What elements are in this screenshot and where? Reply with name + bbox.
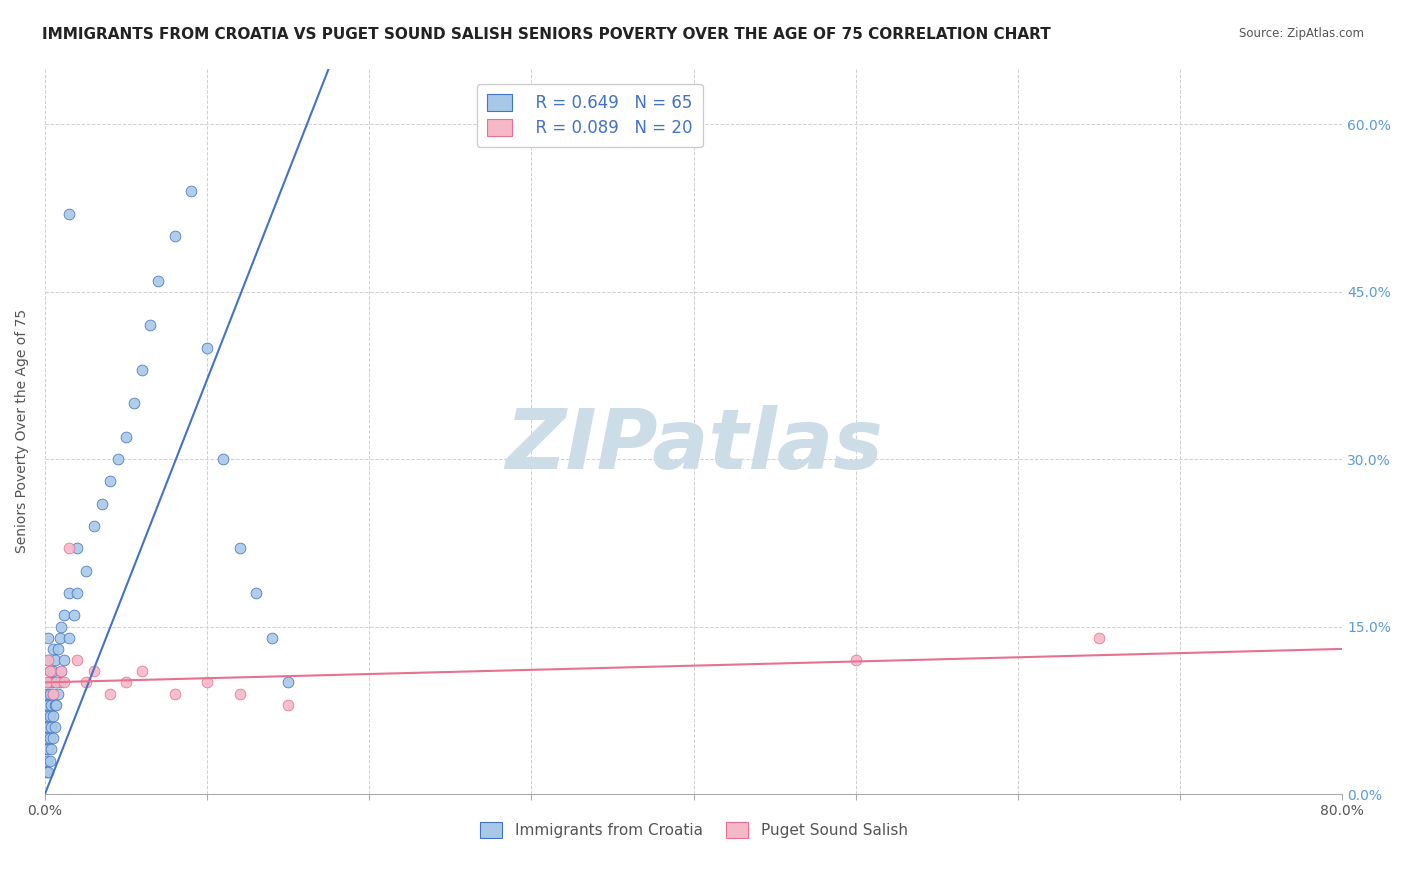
Point bbox=[37, 653, 59, 667]
Point bbox=[58, 631, 80, 645]
Point bbox=[37, 742, 59, 756]
Point bbox=[41, 720, 63, 734]
Point bbox=[139, 318, 162, 333]
Text: ZIPatlas: ZIPatlas bbox=[505, 405, 883, 486]
Point bbox=[75, 675, 97, 690]
Point bbox=[42, 641, 65, 656]
Point bbox=[260, 631, 283, 645]
Point bbox=[53, 653, 76, 667]
Point bbox=[45, 675, 67, 690]
Point bbox=[195, 341, 218, 355]
Y-axis label: Seniors Poverty Over the Age of 75: Seniors Poverty Over the Age of 75 bbox=[15, 310, 30, 553]
Point bbox=[37, 631, 59, 645]
Point bbox=[58, 541, 80, 556]
Point bbox=[38, 731, 60, 746]
Point bbox=[37, 675, 59, 690]
Point bbox=[46, 687, 69, 701]
Point bbox=[42, 731, 65, 746]
Point bbox=[37, 764, 59, 779]
Point bbox=[51, 665, 73, 679]
Text: Source: ZipAtlas.com: Source: ZipAtlas.com bbox=[1239, 27, 1364, 40]
Point bbox=[51, 619, 73, 633]
Point bbox=[98, 475, 121, 489]
Point bbox=[122, 396, 145, 410]
Point bbox=[66, 653, 89, 667]
Point bbox=[66, 541, 89, 556]
Point bbox=[58, 206, 80, 220]
Point bbox=[83, 665, 105, 679]
Point bbox=[115, 430, 138, 444]
Point bbox=[38, 665, 60, 679]
Point bbox=[195, 675, 218, 690]
Point bbox=[45, 698, 67, 712]
Point bbox=[35, 720, 58, 734]
Point bbox=[42, 687, 65, 701]
Point bbox=[37, 698, 59, 712]
Point bbox=[44, 720, 66, 734]
Point bbox=[48, 675, 70, 690]
Point bbox=[41, 742, 63, 756]
Point bbox=[37, 653, 59, 667]
Point bbox=[53, 608, 76, 623]
Point bbox=[42, 665, 65, 679]
Point bbox=[148, 274, 170, 288]
Point bbox=[35, 698, 58, 712]
Point bbox=[35, 764, 58, 779]
Point bbox=[35, 675, 58, 690]
Point bbox=[63, 608, 86, 623]
Point bbox=[245, 586, 267, 600]
Point bbox=[35, 731, 58, 746]
Point bbox=[44, 698, 66, 712]
Point bbox=[42, 709, 65, 723]
Point bbox=[46, 641, 69, 656]
Point bbox=[163, 687, 186, 701]
Point bbox=[35, 742, 58, 756]
Legend: Immigrants from Croatia, Puget Sound Salish: Immigrants from Croatia, Puget Sound Sal… bbox=[474, 816, 914, 845]
Point bbox=[228, 541, 250, 556]
Point bbox=[180, 184, 202, 198]
Point bbox=[38, 687, 60, 701]
Point bbox=[35, 709, 58, 723]
Point bbox=[37, 720, 59, 734]
Point bbox=[38, 754, 60, 768]
Point bbox=[277, 675, 299, 690]
Point bbox=[53, 675, 76, 690]
Point bbox=[45, 675, 67, 690]
Point bbox=[75, 564, 97, 578]
Text: IMMIGRANTS FROM CROATIA VS PUGET SOUND SALISH SENIORS POVERTY OVER THE AGE OF 75: IMMIGRANTS FROM CROATIA VS PUGET SOUND S… bbox=[42, 27, 1050, 42]
Point bbox=[51, 665, 73, 679]
Point bbox=[212, 452, 235, 467]
Point bbox=[66, 586, 89, 600]
Point bbox=[131, 363, 153, 377]
Point bbox=[38, 665, 60, 679]
Point bbox=[38, 709, 60, 723]
Point bbox=[83, 519, 105, 533]
Point bbox=[44, 653, 66, 667]
Point bbox=[90, 497, 112, 511]
Point bbox=[163, 229, 186, 244]
Point bbox=[115, 675, 138, 690]
Point bbox=[42, 687, 65, 701]
Point bbox=[131, 665, 153, 679]
Point bbox=[48, 631, 70, 645]
Point bbox=[98, 687, 121, 701]
Point bbox=[107, 452, 129, 467]
Point bbox=[277, 698, 299, 712]
Point bbox=[58, 586, 80, 600]
Point bbox=[41, 698, 63, 712]
Point bbox=[35, 687, 58, 701]
Point bbox=[35, 754, 58, 768]
Point bbox=[228, 687, 250, 701]
Point bbox=[41, 675, 63, 690]
Point bbox=[845, 653, 868, 667]
Point bbox=[1088, 631, 1111, 645]
